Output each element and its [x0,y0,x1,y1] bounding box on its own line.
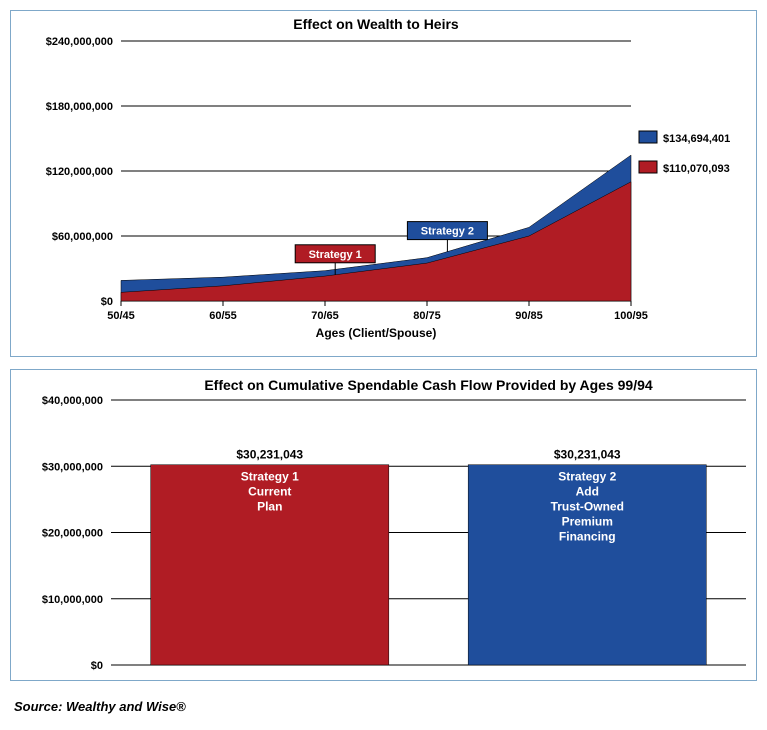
source-line: Source: Wealthy and Wise® [10,693,757,720]
x-tick-label: 80/75 [413,310,441,322]
y-tick-label: $60,000,000 [52,231,113,243]
bar-text-line: Strategy 2 [558,470,616,484]
series-marker-label: Strategy 2 [421,226,474,238]
chart-title: Effect on Cumulative Spendable Cash Flow… [204,377,653,393]
y-tick-label: $0 [91,660,103,672]
legend-swatch [639,161,657,173]
x-tick-label: 90/85 [515,310,543,322]
x-tick-label: 50/45 [107,310,135,322]
y-tick-label: $10,000,000 [42,594,103,606]
chart-title: Effect on Wealth to Heirs [293,16,459,32]
y-tick-label: $30,000,000 [42,461,103,473]
bar-text-line: Strategy 1 [241,470,299,484]
bar-text-line: Current [248,485,291,499]
bar-value-label: $30,231,043 [236,448,303,462]
y-tick-label: $0 [101,296,113,308]
y-tick-label: $40,000,000 [42,395,103,407]
x-tick-label: 60/55 [209,310,237,322]
x-tick-label: 100/95 [614,310,648,322]
y-tick-label: $240,000,000 [46,36,113,48]
y-tick-label: $120,000,000 [46,166,113,178]
bar-text-line: Plan [257,500,282,514]
legend-label: $134,694,401 [663,133,730,145]
top-chart-panel: Effect on Wealth to Heirs $0 $60,000,000 $1… [10,10,757,357]
bar-text-line: Add [576,485,599,499]
bar-text-line: Financing [559,530,616,544]
bar-text-line: Premium [562,515,613,529]
bottom-chart-panel: Effect on Cumulative Spendable Cash Flow… [10,369,757,681]
x-axis-label: Ages (Client/Spouse) [316,326,437,340]
y-tick-label: $180,000,000 [46,101,113,113]
bar-text-line: Trust-Owned [551,500,624,514]
series-marker-label: Strategy 1 [309,249,362,261]
bar-value-label: $30,231,043 [554,448,621,462]
legend-label: $110,070,093 [663,163,730,175]
legend-swatch [639,131,657,143]
x-tick-label: 70/65 [311,310,339,322]
y-tick-label: $20,000,000 [42,528,103,540]
